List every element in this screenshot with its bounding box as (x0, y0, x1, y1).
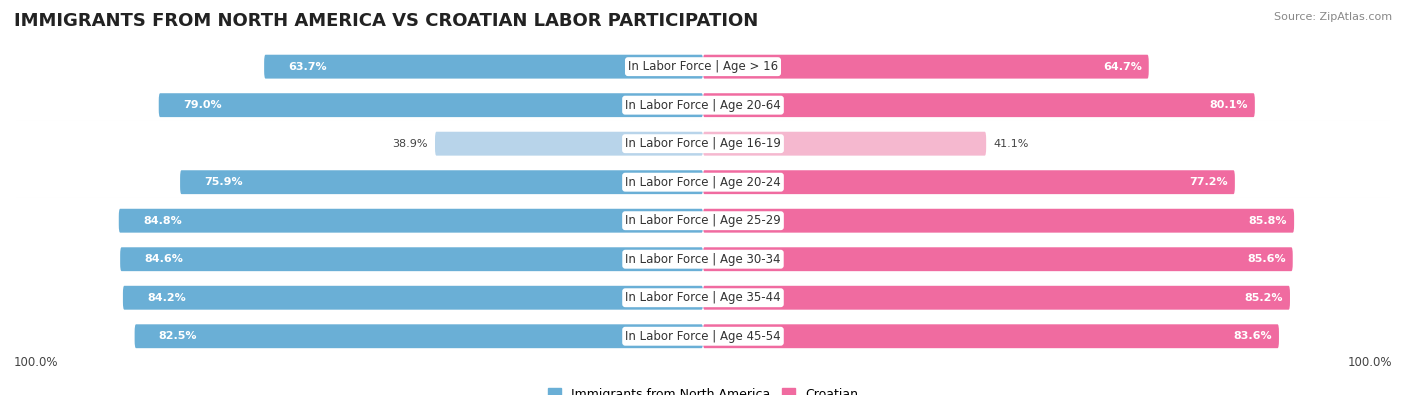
FancyBboxPatch shape (14, 320, 1392, 352)
Text: 84.6%: 84.6% (145, 254, 183, 264)
Text: 84.8%: 84.8% (143, 216, 181, 226)
Text: Source: ZipAtlas.com: Source: ZipAtlas.com (1274, 12, 1392, 22)
FancyBboxPatch shape (14, 51, 1392, 83)
Text: In Labor Force | Age 16-19: In Labor Force | Age 16-19 (626, 137, 780, 150)
Text: 38.9%: 38.9% (392, 139, 427, 149)
Text: In Labor Force | Age 45-54: In Labor Force | Age 45-54 (626, 330, 780, 343)
FancyBboxPatch shape (14, 166, 1392, 198)
FancyBboxPatch shape (703, 55, 1149, 79)
Text: 84.2%: 84.2% (148, 293, 186, 303)
Text: In Labor Force | Age 25-29: In Labor Force | Age 25-29 (626, 214, 780, 227)
FancyBboxPatch shape (14, 281, 1392, 314)
FancyBboxPatch shape (14, 320, 1392, 353)
Text: 79.0%: 79.0% (183, 100, 222, 110)
FancyBboxPatch shape (703, 324, 1279, 348)
FancyBboxPatch shape (118, 209, 703, 233)
Text: 85.8%: 85.8% (1249, 216, 1288, 226)
FancyBboxPatch shape (264, 55, 703, 79)
FancyBboxPatch shape (434, 132, 703, 156)
Text: 63.7%: 63.7% (288, 62, 326, 71)
FancyBboxPatch shape (14, 89, 1392, 121)
FancyBboxPatch shape (180, 170, 703, 194)
Text: 80.1%: 80.1% (1209, 100, 1249, 110)
Text: 85.2%: 85.2% (1244, 293, 1284, 303)
FancyBboxPatch shape (14, 88, 1392, 122)
Text: IMMIGRANTS FROM NORTH AMERICA VS CROATIAN LABOR PARTICIPATION: IMMIGRANTS FROM NORTH AMERICA VS CROATIA… (14, 12, 758, 30)
FancyBboxPatch shape (14, 128, 1392, 160)
Text: 83.6%: 83.6% (1233, 331, 1272, 341)
Text: In Labor Force | Age > 16: In Labor Force | Age > 16 (628, 60, 778, 73)
FancyBboxPatch shape (135, 324, 703, 348)
Text: In Labor Force | Age 35-44: In Labor Force | Age 35-44 (626, 291, 780, 304)
Text: In Labor Force | Age 20-64: In Labor Force | Age 20-64 (626, 99, 780, 112)
FancyBboxPatch shape (703, 209, 1294, 233)
FancyBboxPatch shape (14, 282, 1392, 314)
FancyBboxPatch shape (14, 166, 1392, 199)
FancyBboxPatch shape (703, 247, 1292, 271)
Text: 100.0%: 100.0% (1347, 356, 1392, 369)
Text: In Labor Force | Age 20-24: In Labor Force | Age 20-24 (626, 176, 780, 189)
Text: 82.5%: 82.5% (159, 331, 197, 341)
Text: 85.6%: 85.6% (1247, 254, 1286, 264)
FancyBboxPatch shape (120, 247, 703, 271)
Text: 41.1%: 41.1% (993, 139, 1028, 149)
Text: 100.0%: 100.0% (14, 356, 59, 369)
Legend: Immigrants from North America, Croatian: Immigrants from North America, Croatian (544, 384, 862, 395)
FancyBboxPatch shape (14, 243, 1392, 276)
Text: 77.2%: 77.2% (1189, 177, 1227, 187)
FancyBboxPatch shape (703, 170, 1234, 194)
FancyBboxPatch shape (703, 286, 1289, 310)
FancyBboxPatch shape (14, 243, 1392, 275)
FancyBboxPatch shape (14, 127, 1392, 160)
FancyBboxPatch shape (122, 286, 703, 310)
FancyBboxPatch shape (159, 93, 703, 117)
Text: In Labor Force | Age 30-34: In Labor Force | Age 30-34 (626, 253, 780, 266)
FancyBboxPatch shape (703, 132, 986, 156)
Text: 64.7%: 64.7% (1102, 62, 1142, 71)
FancyBboxPatch shape (14, 50, 1392, 83)
FancyBboxPatch shape (14, 204, 1392, 237)
Text: 75.9%: 75.9% (204, 177, 243, 187)
FancyBboxPatch shape (703, 93, 1254, 117)
FancyBboxPatch shape (14, 205, 1392, 237)
